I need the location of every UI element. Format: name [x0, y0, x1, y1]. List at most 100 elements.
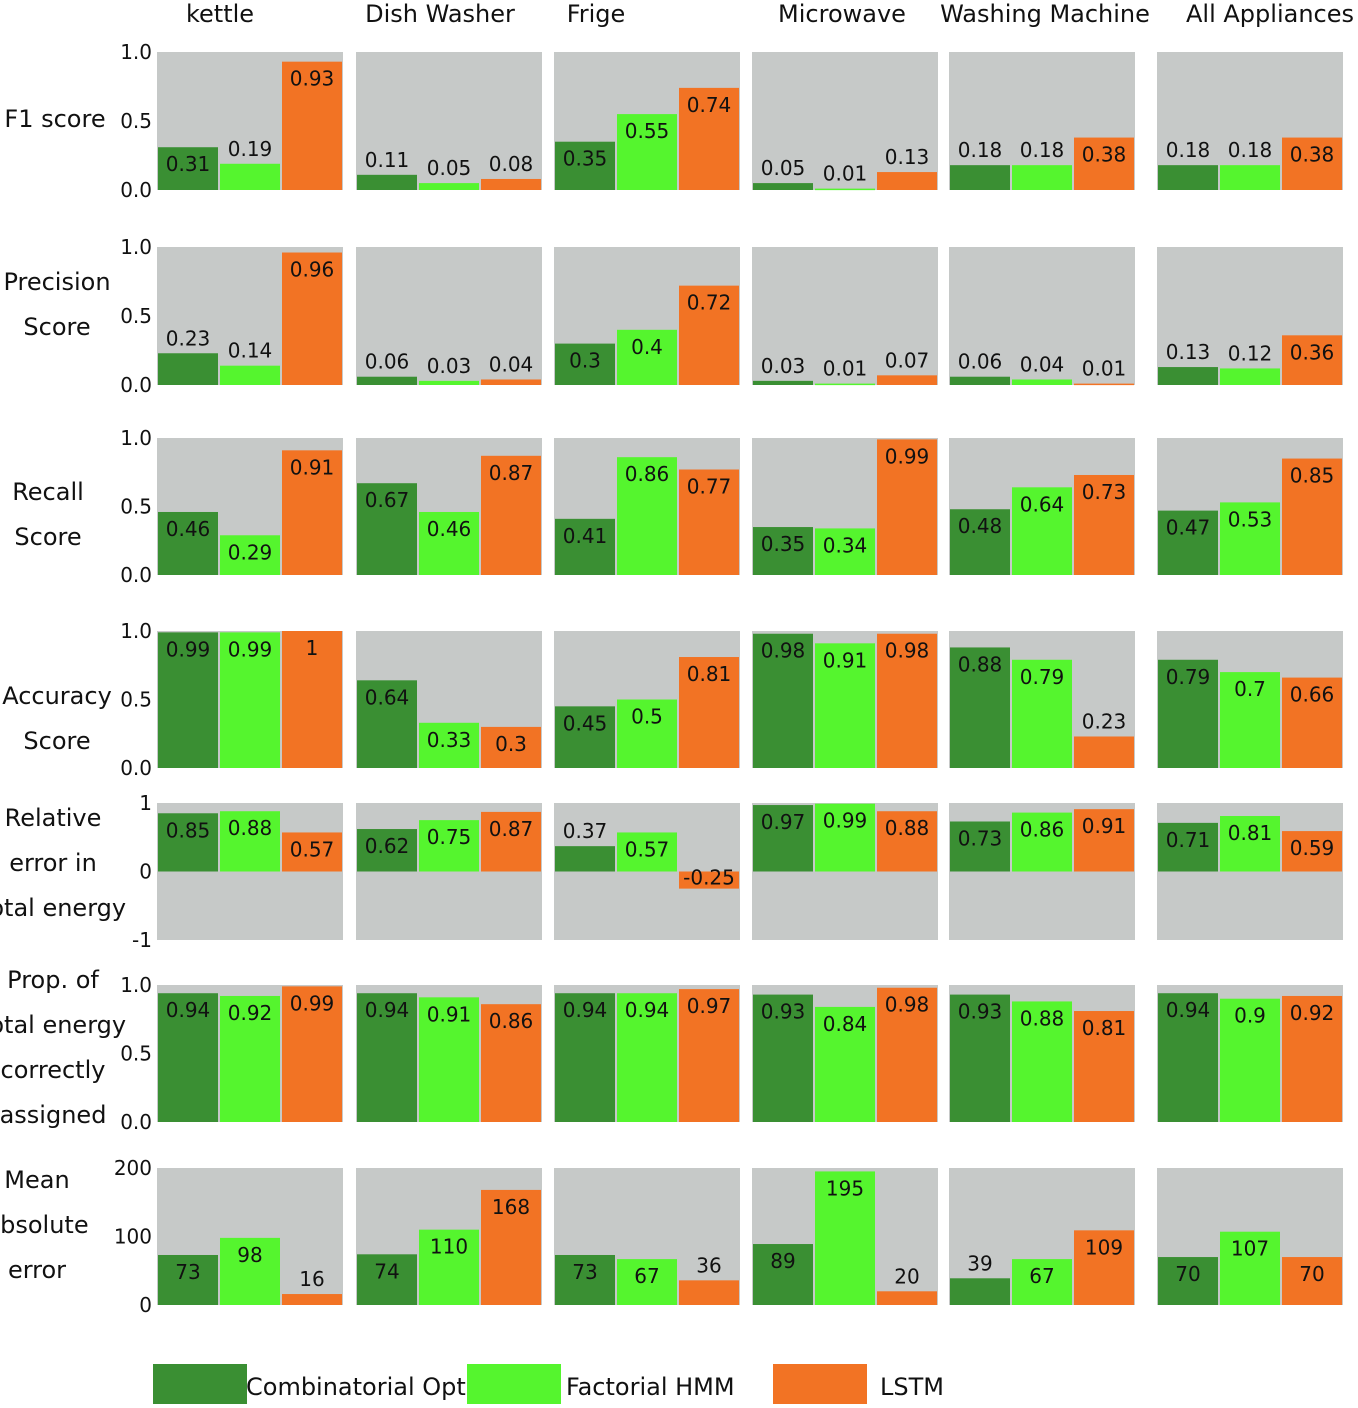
- data-label-recall-kettle-lstm: 0.91: [290, 455, 335, 479]
- bar-relative-error-microwave-combinatorial-opt: [753, 805, 813, 872]
- bar-prop-energy-washing-machine-lstm: [1074, 1011, 1134, 1122]
- bar-relative-error-kettle-combinatorial-opt: [158, 813, 218, 872]
- bar-relative-error-all-appliances-combinatorial-opt: [1158, 822, 1218, 872]
- bar-precision-dish-washer-factorial-hmm: [419, 380, 479, 385]
- data-label-mae-frige-lstm: 36: [696, 1253, 721, 1277]
- bar-prop-energy-dish-washer-lstm: [481, 1004, 541, 1122]
- bar-prop-energy-kettle-combinatorial-opt: [158, 993, 218, 1122]
- y-tick-prop-energy-1: 1.0: [120, 973, 152, 997]
- bar-mae-washing-machine-combinatorial-opt: [950, 1278, 1010, 1305]
- bar-f1-washing-machine-lstm: [1074, 137, 1134, 190]
- bar-prop-energy-kettle-factorial-hmm: [220, 995, 280, 1122]
- legend-label-factorial-hmm: Factorial HMM: [566, 1373, 735, 1401]
- bar-prop-energy-microwave-factorial-hmm: [815, 1006, 875, 1122]
- bar-relative-error-washing-machine-combinatorial-opt: [950, 821, 1010, 872]
- bar-relative-error-frige-factorial-hmm: [617, 832, 677, 872]
- y-tick-precision-3: 0.0: [120, 373, 152, 397]
- metric-label-mae-1: Mean: [4, 1166, 69, 1194]
- bar-mae-dish-washer-lstm: [481, 1189, 541, 1305]
- bar-recall-kettle-combinatorial-opt: [158, 511, 218, 575]
- data-label-relative-error-washing-machine-combinatorial-opt: 0.73: [958, 826, 1003, 850]
- bar-relative-error-dish-washer-factorial-hmm: [419, 820, 479, 872]
- data-label-accuracy-dish-washer-factorial-hmm: 0.33: [427, 728, 472, 752]
- data-label-prop-energy-all-appliances-lstm: 0.92: [1290, 1001, 1335, 1025]
- bar-mae-kettle-lstm: [282, 1294, 342, 1305]
- data-label-precision-frige-factorial-hmm: 0.4: [631, 335, 663, 359]
- metric-label-precision-1: Precision: [3, 268, 110, 296]
- data-label-recall-dish-washer-factorial-hmm: 0.46: [427, 517, 472, 541]
- data-label-relative-error-all-appliances-combinatorial-opt: 0.71: [1166, 828, 1211, 852]
- data-label-prop-energy-all-appliances-combinatorial-opt: 0.94: [1166, 998, 1211, 1022]
- panel-f1-microwave: [752, 52, 938, 190]
- bar-mae-dish-washer-factorial-hmm: [419, 1229, 479, 1305]
- data-label-f1-frige-lstm: 0.74: [687, 93, 732, 117]
- metric-label-accuracy-2: Score: [23, 727, 90, 755]
- data-label-f1-all-appliances-combinatorial-opt: 0.18: [1166, 138, 1211, 162]
- bar-relative-error-frige-combinatorial-opt: [555, 846, 615, 872]
- data-label-recall-microwave-combinatorial-opt: 0.35: [761, 532, 806, 556]
- bar-accuracy-washing-machine-combinatorial-opt: [950, 647, 1010, 768]
- data-label-mae-dish-washer-factorial-hmm: 110: [430, 1235, 468, 1259]
- bar-accuracy-frige-combinatorial-opt: [555, 706, 615, 768]
- data-label-relative-error-microwave-combinatorial-opt: 0.97: [761, 810, 806, 834]
- bar-relative-error-all-appliances-factorial-hmm: [1220, 816, 1280, 872]
- bar-recall-washing-machine-lstm: [1074, 474, 1134, 575]
- bar-accuracy-kettle-lstm: [282, 631, 342, 768]
- y-tick-f1-3: 0.0: [120, 178, 152, 202]
- bar-precision-microwave-factorial-hmm: [815, 383, 875, 386]
- bar-recall-microwave-combinatorial-opt: [753, 527, 813, 575]
- bar-mae-kettle-factorial-hmm: [220, 1237, 280, 1305]
- column-title-microwave: Microwave: [778, 0, 906, 28]
- data-label-f1-washing-machine-lstm: 0.38: [1082, 143, 1127, 167]
- data-label-relative-error-dish-washer-factorial-hmm: 0.75: [427, 825, 472, 849]
- bar-relative-error-washing-machine-lstm: [1074, 809, 1134, 872]
- bar-mae-dish-washer-combinatorial-opt: [357, 1254, 417, 1305]
- data-label-prop-energy-kettle-factorial-hmm: 0.92: [228, 1001, 273, 1025]
- data-label-accuracy-microwave-combinatorial-opt: 0.98: [761, 639, 806, 663]
- bar-relative-error-dish-washer-combinatorial-opt: [357, 829, 417, 872]
- bar-prop-energy-frige-combinatorial-opt: [555, 993, 615, 1122]
- data-label-precision-kettle-combinatorial-opt: 0.23: [166, 326, 211, 350]
- data-label-accuracy-microwave-factorial-hmm: 0.91: [823, 648, 868, 672]
- data-label-prop-energy-dish-washer-lstm: 0.86: [489, 1009, 534, 1033]
- data-label-relative-error-frige-factorial-hmm: 0.57: [625, 837, 670, 861]
- y-tick-f1-2: 0.5: [120, 109, 152, 133]
- data-label-relative-error-all-appliances-factorial-hmm: 0.81: [1228, 821, 1273, 845]
- data-label-recall-kettle-combinatorial-opt: 0.46: [166, 517, 211, 541]
- data-label-recall-dish-washer-lstm: 0.87: [489, 461, 534, 485]
- data-label-prop-energy-microwave-combinatorial-opt: 0.93: [761, 1000, 806, 1024]
- bar-prop-energy-washing-machine-combinatorial-opt: [950, 994, 1010, 1122]
- data-label-accuracy-microwave-lstm: 0.98: [885, 639, 930, 663]
- data-label-recall-frige-lstm: 0.77: [687, 475, 732, 499]
- bar-recall-dish-washer-factorial-hmm: [419, 511, 479, 575]
- bar-precision-frige-combinatorial-opt: [555, 343, 615, 385]
- bar-recall-washing-machine-combinatorial-opt: [950, 509, 1010, 575]
- metric-label-prop-energy-1: Prop. of: [7, 966, 99, 994]
- bar-accuracy-dish-washer-combinatorial-opt: [357, 680, 417, 768]
- bar-precision-washing-machine-combinatorial-opt: [950, 376, 1010, 385]
- legend-label-combinatorial-opt: Combinatorial Opt.: [246, 1373, 473, 1401]
- bar-f1-microwave-factorial-hmm: [815, 188, 875, 191]
- data-label-mae-microwave-factorial-hmm: 195: [826, 1176, 864, 1200]
- bar-accuracy-frige-factorial-hmm: [617, 699, 677, 768]
- data-label-mae-microwave-lstm: 20: [894, 1264, 919, 1288]
- data-label-mae-frige-factorial-hmm: 67: [634, 1264, 659, 1288]
- bar-accuracy-dish-washer-factorial-hmm: [419, 722, 479, 768]
- data-label-precision-washing-machine-factorial-hmm: 0.04: [1020, 352, 1065, 376]
- data-label-recall-kettle-factorial-hmm: 0.29: [228, 540, 273, 564]
- bar-recall-dish-washer-lstm: [481, 455, 541, 575]
- bar-accuracy-microwave-factorial-hmm: [815, 643, 875, 768]
- data-label-recall-frige-factorial-hmm: 0.86: [625, 462, 670, 486]
- data-label-mae-all-appliances-factorial-hmm: 107: [1231, 1237, 1269, 1261]
- bar-f1-dish-washer-factorial-hmm: [419, 183, 479, 190]
- metric-label-recall-2: Score: [14, 523, 81, 551]
- bar-accuracy-kettle-combinatorial-opt: [158, 632, 218, 768]
- data-label-f1-washing-machine-factorial-hmm: 0.18: [1020, 138, 1065, 162]
- bar-recall-kettle-factorial-hmm: [220, 535, 280, 575]
- data-label-relative-error-dish-washer-lstm: 0.87: [489, 817, 534, 841]
- data-label-accuracy-kettle-lstm: 1: [306, 636, 319, 660]
- bar-precision-microwave-lstm: [877, 375, 937, 385]
- bar-f1-kettle-lstm: [282, 61, 342, 190]
- data-label-relative-error-all-appliances-lstm: 0.59: [1290, 836, 1335, 860]
- bar-accuracy-washing-machine-lstm: [1074, 736, 1134, 768]
